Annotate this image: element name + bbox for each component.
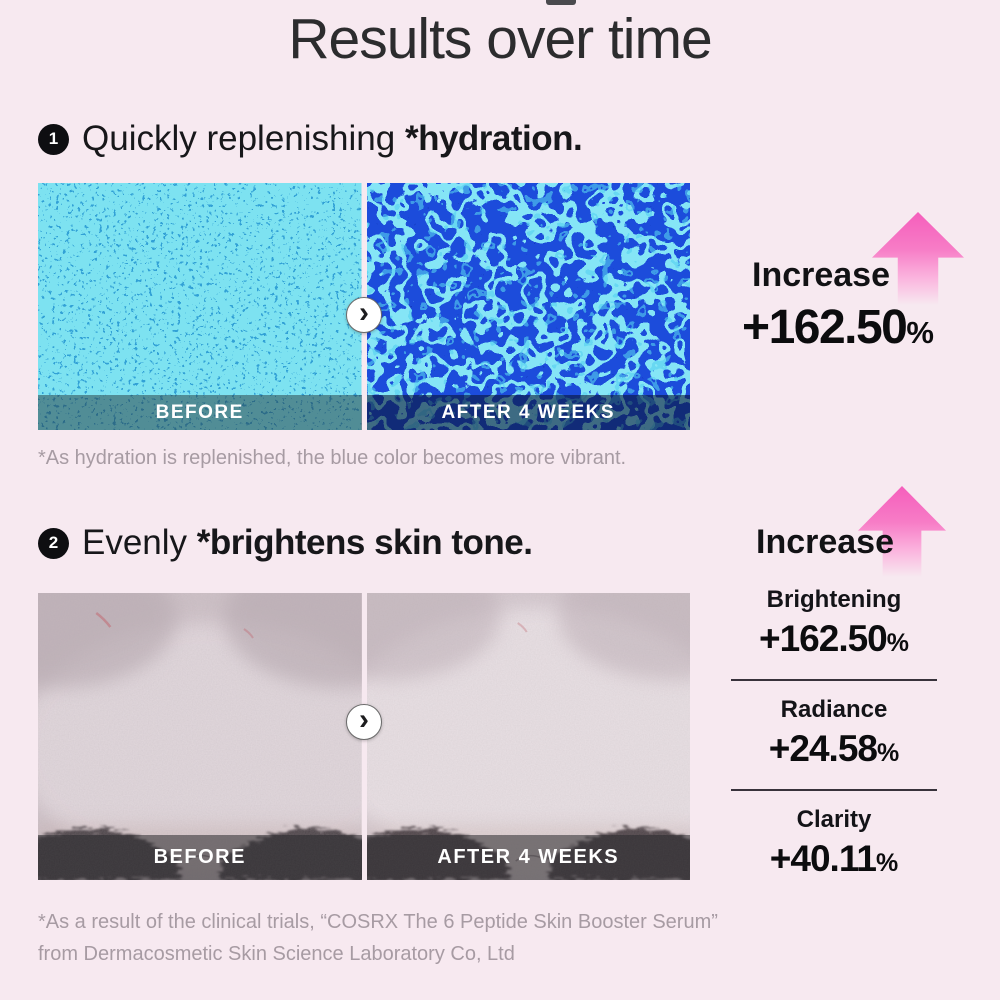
image-label-bar: BEFORE — [38, 835, 362, 880]
cropped-text-fragment — [546, 0, 576, 5]
stat-value: +40.11% — [769, 838, 899, 879]
section2-footnote: *As a result of the clinical trials, “CO… — [38, 906, 718, 970]
before-image-skin: BEFORE — [38, 593, 362, 880]
image-label-bar: BEFORE — [38, 395, 362, 430]
skin-before-texture — [38, 593, 362, 880]
stat-clarity: Clarity +40.11% — [731, 805, 937, 885]
before-image-hydration: BEFORE — [38, 183, 362, 430]
number-1-badge: 1 — [38, 123, 69, 155]
section1-heading: 1 Quickly replenishing *hydration. — [38, 119, 583, 159]
skin-comparison: BEFORE AFTER 4 WEEKS › — [38, 593, 690, 880]
divider — [731, 679, 937, 681]
stat-label: Clarity — [796, 806, 872, 833]
stat-label: Brightening — [766, 586, 902, 613]
stat-value: +162.50% — [758, 618, 909, 659]
stat-brightening: Brightening +162.50% — [731, 585, 937, 665]
section2-increase: Increase — [710, 486, 966, 586]
stat-radiance: Radiance +24.58% — [731, 695, 937, 775]
section2-stats: Brightening +162.50% Radiance +24.58% Cl… — [731, 585, 937, 885]
compare-next-button[interactable]: › — [346, 704, 382, 740]
after-label: AFTER 4 WEEKS — [441, 401, 616, 423]
before-label: BEFORE — [155, 401, 244, 423]
after-image-hydration: AFTER 4 WEEKS — [366, 183, 690, 430]
increase-label: Increase — [756, 523, 894, 561]
section1-stat: Increase +162.50% — [710, 212, 966, 372]
increase-label: Increase — [752, 256, 890, 294]
hydration-comparison: BEFORE AFTER 4 WEEKS › — [38, 183, 690, 430]
page-title: Results over time — [288, 7, 712, 71]
before-label: BEFORE — [153, 846, 246, 868]
stat-value: +24.58% — [768, 728, 900, 769]
section1-footnote: *As hydration is replenished, the blue c… — [38, 447, 627, 469]
section2-heading: 2 Evenly *brightens skin tone. — [38, 523, 533, 563]
footnote-line-2: from Dermacosmetic Skin Science Laborato… — [38, 943, 515, 965]
number-2-badge: 2 — [38, 527, 69, 559]
footnote-line-1: *As a result of the clinical trials, “CO… — [38, 911, 718, 933]
image-label-bar: AFTER 4 WEEKS — [366, 395, 690, 430]
compare-next-button[interactable]: › — [346, 297, 382, 333]
skin-after-texture — [366, 593, 690, 880]
after-image-skin: AFTER 4 WEEKS — [366, 593, 690, 880]
increase-value: +162.50% — [742, 301, 934, 354]
hydration-before-texture — [38, 183, 362, 430]
after-label: AFTER 4 WEEKS — [437, 846, 620, 868]
section1-heading-text: Quickly replenishing *hydration. — [82, 119, 583, 158]
chevron-right-icon: › — [359, 296, 369, 329]
section2-heading-text: Evenly *brightens skin tone. — [82, 523, 533, 562]
chevron-right-icon: › — [359, 703, 369, 736]
stat-label: Radiance — [780, 696, 888, 723]
hydration-after-texture — [366, 183, 690, 430]
divider — [731, 789, 937, 791]
image-label-bar: AFTER 4 WEEKS — [366, 835, 690, 880]
